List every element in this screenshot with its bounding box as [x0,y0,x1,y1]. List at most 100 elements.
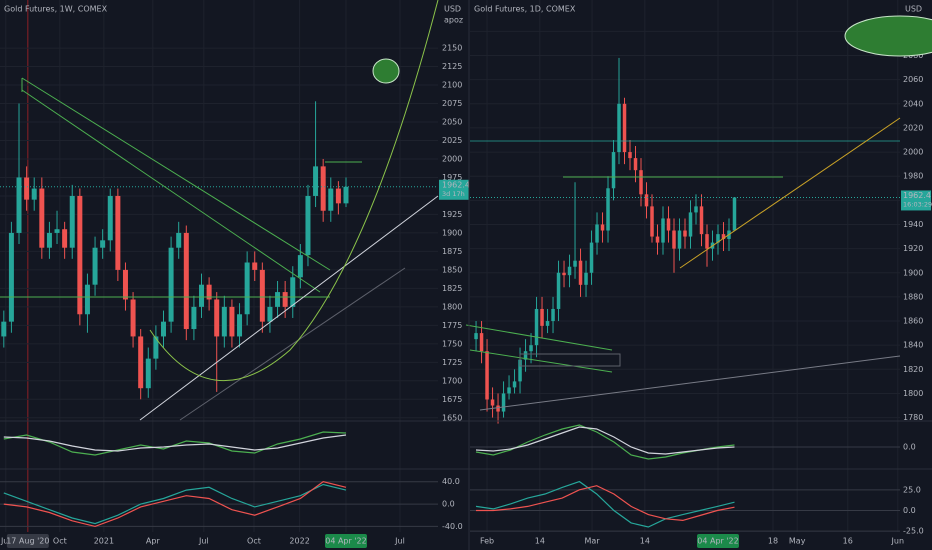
candle-body [335,188,341,204]
x-tick-label: May [789,537,806,546]
indicator-line [3,431,347,456]
y-tick-label: 1750 [442,339,462,348]
x-tick-label: 14 [640,537,650,546]
candle-body [611,152,616,189]
candle-body [107,195,113,241]
candle-body [24,177,30,200]
y-tick-label: 1800 [903,389,923,398]
y-tick-label: 1700 [442,376,462,385]
trend-line [479,355,901,411]
y-tick-label: 1980 [903,172,923,181]
candle-body [556,272,561,309]
candle-body [168,247,174,322]
y-tick-label: 1650 [442,413,462,422]
candle-body [153,336,159,359]
candle-body [672,230,676,249]
candle-body [282,292,288,307]
candle-body [512,381,517,388]
candle-body [628,152,632,159]
candle-body [191,306,197,330]
y-tick-label: 1875 [442,247,462,256]
candle-body [69,195,75,248]
countdown-label: 16:03:29 [903,200,932,208]
chart-title: Gold Futures, 1W, COMEX [4,5,108,14]
x-tick-label: 17 Aug '20 [6,537,49,546]
candle-body [606,188,610,231]
candle-body [688,212,693,237]
tick-highlight [696,534,739,548]
candle-body [485,351,489,400]
y-tick-label: -40.0 [442,522,463,531]
candle-body [320,166,326,211]
x-tick-label: 04 Apr '22 [697,537,738,546]
candle-body [229,306,235,337]
candle-body [31,188,37,200]
chart-title: Gold Futures, 1D, COMEX [474,5,576,14]
indicator-line [3,434,347,452]
candle-body [1,321,7,337]
candle-body [183,232,189,330]
y-tick-label: 25.0 [903,485,921,494]
candle-body [677,230,682,249]
candle-body [100,240,106,248]
candle-body [237,314,243,337]
candle-body [92,247,98,285]
y-tick-label: 40.0 [442,477,460,486]
y-tick-label: 1900 [903,268,923,277]
candle-body [732,197,737,231]
candle-body [655,236,660,243]
candle-body [290,277,296,307]
y-tick-label: 1850 [442,265,462,274]
candle-body [622,103,627,153]
x-tick-label: Mar [585,537,601,546]
candle-body [54,229,60,233]
y-tick-label: -25.0 [903,527,924,536]
trend-line [465,324,613,351]
indicator-line [3,481,347,528]
candle-body [578,260,583,285]
candle-body [479,333,484,352]
trend-line [21,77,331,271]
candle-body [721,234,726,239]
candle-body [160,321,166,337]
candle-body [77,195,83,315]
candle-body [567,266,572,276]
y-tick-label: 2000 [442,154,462,163]
candle-body [305,195,311,256]
y-tick-label: 2040 [903,99,923,108]
candle-body [534,308,539,346]
y-tick-label: 1775 [442,321,462,330]
candle-body [551,308,555,322]
candle-body [267,306,273,322]
x-tick-label: Jul [394,537,405,546]
range-box [519,353,621,367]
candle-body [540,308,544,326]
candle-body [518,359,522,382]
x-tick-label: Feb [480,537,494,546]
y-tick-label: 0.0 [442,500,455,509]
candle-body [595,224,599,243]
x-tick-label: Jul [198,537,209,546]
candle-body [507,387,511,394]
y-tick-label: 1900 [442,228,462,237]
x-tick-label: 16 [843,537,853,546]
candle-body [545,321,550,326]
candle-body [122,269,128,300]
y-tick-label: 2050 [442,118,462,127]
x-tick-label: 14 [535,537,545,546]
candle-body [8,232,14,322]
last-price-box [439,179,469,200]
x-tick-label: 2021 [94,537,114,546]
candle-body [617,103,621,153]
currency-label: USD [444,5,461,14]
candle-body [666,218,671,231]
y-tick-label: 2060 [903,75,923,84]
y-tick-label: 1860 [903,317,923,326]
y-tick-label: 2000 [903,148,923,157]
last-price-box [901,190,931,211]
trend-line [21,89,321,293]
x-tick-label: Jun [891,537,905,546]
trend-line [469,349,613,373]
